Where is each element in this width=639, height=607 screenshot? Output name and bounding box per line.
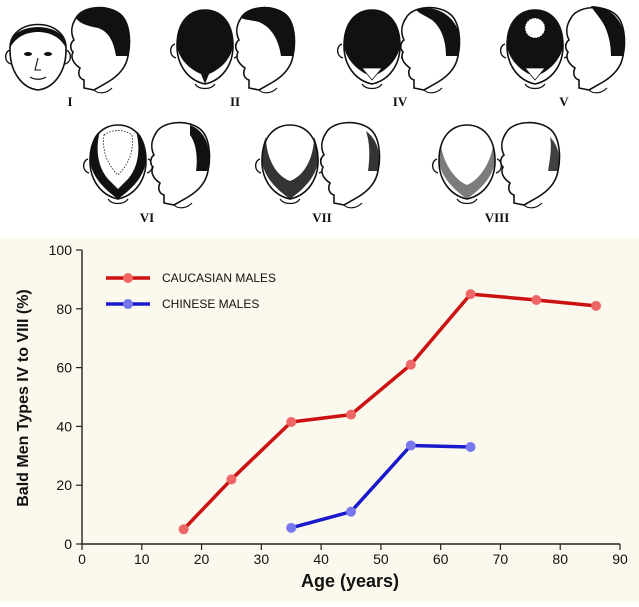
x-tick-label-0: 0 [78, 551, 86, 567]
y-axis-title: Bald Men Types IV to VIII (%) [15, 289, 32, 507]
y-tick-label-60: 60 [56, 360, 72, 376]
series-1-line [182, 292, 597, 531]
stage-label-v: V [559, 94, 569, 109]
series-1-point-6 [465, 289, 476, 300]
stage-label-vi: VI [140, 210, 154, 225]
line-chart: 0 10 20 30 40 50 60 70 80 90 0 20 40 60 80 100 CAUCASIA… [15, 242, 628, 591]
x-tick-label-90: 90 [612, 551, 628, 567]
chart-panel: 0 10 20 30 40 50 60 70 80 90 0 20 40 60 80 100 CAUCASIA… [0, 238, 639, 602]
stage-vi-illustration [82, 121, 211, 209]
series-2-line [290, 443, 471, 530]
series-1-point-5 [405, 359, 416, 370]
x-tick-label-20: 20 [194, 551, 210, 567]
y-tick-label-40: 40 [56, 418, 72, 434]
x-tick-label-40: 40 [313, 551, 329, 567]
y-tick-label-20: 20 [56, 477, 72, 493]
tick-labels: 0 10 20 30 40 50 60 70 80 90 0 20 40 60 80 100 [49, 242, 628, 567]
stage-iv-illustration [336, 6, 461, 94]
legend-label-2: CHINESE MALES [162, 297, 259, 311]
stage-label-iv: IV [393, 94, 408, 109]
x-tick-label-70: 70 [493, 551, 509, 567]
stage-label-vii: VII [312, 210, 332, 225]
y-tick-label-100: 100 [49, 242, 73, 258]
x-tick-label-60: 60 [433, 551, 449, 567]
series-2-point-3 [405, 440, 416, 451]
legend-marker-1 [123, 273, 133, 283]
series-2-point-4 [465, 441, 476, 452]
series-1-point-1 [178, 524, 189, 535]
series-2 [286, 440, 476, 533]
x-tick-label-80: 80 [552, 551, 568, 567]
legend-label-1: CAUCASIAN MALES [162, 271, 276, 285]
series-lines [178, 289, 602, 535]
x-axis-title: Age (years) [301, 571, 399, 591]
stage-label-i: I [67, 94, 72, 109]
series-1-point-8 [591, 300, 602, 311]
series-1-point-3 [286, 416, 297, 427]
stage-label-ii: II [230, 94, 240, 109]
axes [81, 250, 620, 545]
series-1 [178, 289, 602, 535]
x-tick-label-30: 30 [254, 551, 270, 567]
x-tick-label-50: 50 [373, 551, 389, 567]
legend: CAUCASIAN MALES CHINESE MALES [106, 271, 276, 311]
stage-illustrations: I II IV V VI VII VIII [4, 6, 626, 225]
stage-label-viii: VIII [485, 210, 510, 225]
series-1-point-2 [226, 474, 237, 485]
series-1-point-4 [346, 409, 356, 420]
legend-marker-2 [123, 299, 133, 309]
series-1-point-7 [531, 294, 542, 305]
series-2-point-2 [346, 506, 356, 517]
hamilton-norwood-stages: I II IV V VI VII VIII [0, 0, 639, 238]
stage-v-illustration [499, 6, 626, 94]
stage-viii-illustration [431, 121, 561, 209]
y-tick-label-0: 0 [64, 536, 72, 552]
x-tick-label-10: 10 [134, 551, 150, 567]
tick-marks [76, 249, 621, 550]
stage-i-illustration [4, 6, 131, 94]
series-2-point-1 [286, 522, 297, 533]
stage-vii-illustration [254, 121, 381, 209]
y-tick-label-80: 80 [56, 301, 72, 317]
stage-ii-illustration [169, 6, 296, 94]
